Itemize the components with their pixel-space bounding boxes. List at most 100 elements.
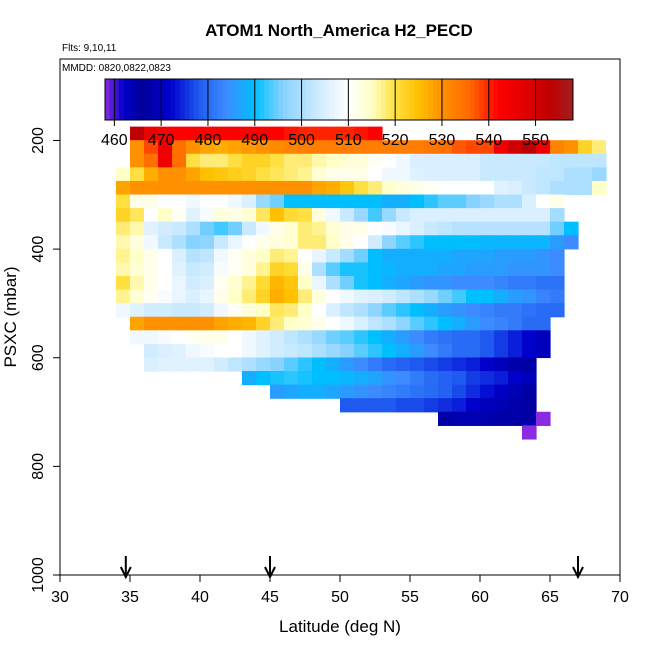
heatmap-cell [354,167,369,182]
heatmap-cell [200,330,215,345]
heatmap-cell [186,275,201,291]
heatmap-cell [312,262,327,277]
heatmap-cell [410,371,425,386]
colorbar-swatch [446,79,452,120]
heatmap-cell [494,384,509,399]
heatmap-cell [284,167,299,182]
heatmap-cell [550,248,565,264]
heatmap-cell [396,371,411,386]
heatmap-cell [326,384,341,399]
colorbar-swatch [367,79,373,120]
heatmap-cell [116,235,131,250]
heatmap-cell [158,153,173,168]
heatmap-cell [242,371,257,386]
colorbar-swatch [395,79,401,120]
colorbar-swatch [404,79,410,120]
heatmap-cell [298,153,313,168]
heatmap-cell [144,180,159,196]
heatmap-cell [270,221,285,236]
colorbar-swatch [217,79,223,120]
heatmap-cell [382,180,397,196]
heatmap-cell [158,221,173,236]
colorbar-swatch [437,79,443,120]
heatmap-cell [326,357,341,372]
heatmap-cell [438,398,453,413]
colorbar-tick-label: 510 [335,132,362,149]
heatmap-cell [382,384,397,399]
colorbar-swatch [343,79,349,120]
heatmap-cell [466,330,481,345]
colorbar-swatch [175,79,181,120]
heatmap-cell [326,180,341,196]
heatmap-cell [158,357,173,372]
heatmap-cell [494,140,509,155]
colorbar-tick-label: 550 [522,132,549,149]
heatmap-cell [242,126,257,141]
heatmap-cell [256,303,271,318]
colorbar-swatch [427,79,434,120]
heatmap-cell [284,208,299,223]
heatmap-cell [368,289,383,304]
heatmap-cell [522,303,537,318]
heatmap-cell [578,153,593,168]
colorbar-tick-label: 500 [288,132,315,149]
y-tick-label: 200 [30,127,47,154]
heatmap-cell [270,235,285,250]
colorbar-swatch [432,79,438,120]
heatmap-cell [158,316,173,331]
heatmap-cell [340,262,355,277]
heatmap-cell [228,357,243,372]
heatmap-cell [116,208,131,223]
colorbar-swatch [423,79,429,120]
colorbar-swatch [250,79,256,120]
colorbar-swatch [179,79,186,120]
colorbar-swatch [502,79,508,120]
colorbar-swatch [193,79,200,120]
heatmap-cell [382,235,397,250]
heatmap-cell [270,167,285,182]
colorbar-swatch [516,79,523,120]
heatmap-cell [410,357,425,372]
heatmap-cell [172,235,187,250]
heatmap-cell [508,384,523,399]
heatmap-cell [396,357,411,372]
heatmap-cell [242,275,257,291]
x-tick-label: 60 [471,589,489,606]
heatmap-cell [480,153,495,168]
heatmap-cell [354,221,369,236]
heatmap-cell [466,221,481,236]
heatmap-cell [326,289,341,304]
heatmap-cell [326,208,341,223]
colorbar-swatch [460,79,466,120]
heatmap-cell [494,411,509,426]
heatmap-cell [480,371,495,386]
heatmap-cell [340,371,355,386]
heatmap-cell [368,275,383,291]
heatmap-cell [536,140,551,155]
heatmap-cell [242,330,257,345]
heatmap-cell [508,221,523,236]
heatmap-cell [508,140,523,155]
heatmap-cell [214,248,229,264]
heatmap-cell [536,411,551,426]
heatmap-cell [424,371,439,386]
colorbar-swatch [282,79,289,120]
colorbar-swatch [549,79,555,120]
heatmap-cell [424,343,439,359]
heatmap-cell [172,316,187,331]
flights-note: Flts: 9,10,11 [62,43,117,54]
heatmap-cell [130,194,145,209]
heatmap-cell [172,357,187,372]
heatmap-cell [214,153,229,168]
heatmap-cell [242,316,257,331]
heatmap-cell [354,343,369,359]
heatmap-cell [438,316,453,331]
colorbar-swatch [362,79,368,120]
heatmap-cell [186,235,201,250]
colorbar-swatch [530,79,537,120]
heatmap-cell [270,140,285,155]
heatmap-cell [340,153,355,168]
heatmap-cell [298,167,313,182]
heatmap-cell [410,235,425,250]
